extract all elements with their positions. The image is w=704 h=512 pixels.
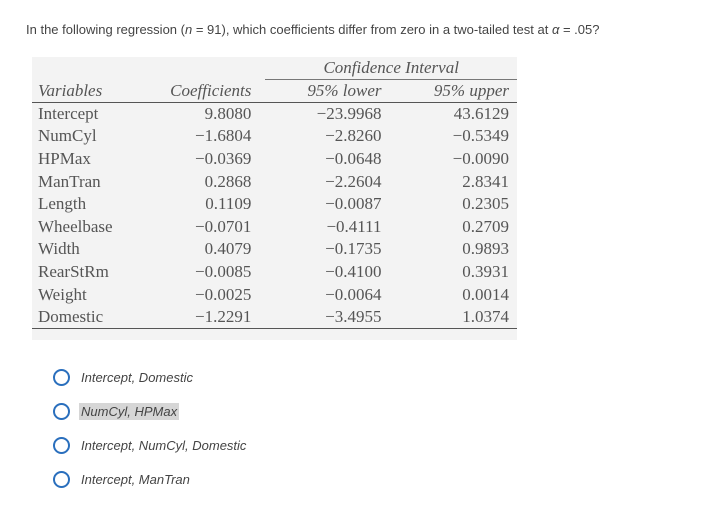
- ci-lower-value: −0.0087: [325, 194, 382, 214]
- coefficient-value: 9.8080: [204, 104, 252, 124]
- variable-name: HPMax: [38, 148, 91, 168]
- n-variable: n: [184, 22, 193, 37]
- option-label: NumCyl, HPMax: [79, 402, 180, 420]
- ci-upper-value: 0.2709: [462, 216, 509, 236]
- variable-name: Length: [38, 194, 87, 214]
- table-row: NumCyl −1.6804 −2.8260 −0.5349: [32, 125, 517, 148]
- header-variables: Variables: [32, 79, 145, 103]
- header-lower: 95% lower: [265, 79, 396, 103]
- table-row: HPMax −0.0369 −0.0648 −0.0090: [32, 148, 517, 171]
- variable-name: Weight: [38, 284, 87, 304]
- coefficient-value: −1.2291: [144, 305, 266, 329]
- ci-lower-value: −2.8260: [325, 126, 382, 146]
- variable-name: Width: [38, 239, 80, 259]
- radio-circle-icon[interactable]: [53, 368, 70, 386]
- radio-circle-icon[interactable]: [53, 470, 70, 488]
- option-4[interactable]: Intercept, ManTran: [53, 468, 192, 490]
- variable-name: Wheelbase: [38, 216, 113, 236]
- ci-upper-value: 43.6129: [453, 104, 509, 124]
- table-row: Intercept 9.8080 −23.9968 43.6129: [32, 103, 517, 126]
- table-row: RearStRm −0.0085 −0.4100 0.3931: [32, 261, 517, 284]
- table-row: Width 0.4079 −0.1735 0.9893: [32, 238, 517, 261]
- radio-circle-icon[interactable]: [53, 402, 70, 420]
- variable-name: Domestic: [32, 305, 145, 329]
- coefficient-value: 0.1109: [205, 194, 252, 214]
- question-part2: = 91), which coefficients differ from ze…: [192, 22, 552, 37]
- alpha-variable: α: [551, 22, 560, 37]
- coefficient-value: −1.6804: [195, 126, 252, 146]
- ci-lower-value: −0.0064: [325, 284, 382, 304]
- ci-upper-value: 0.3931: [462, 261, 509, 281]
- ci-lower-value: −2.2604: [325, 171, 382, 191]
- ci-upper-value: −0.0090: [452, 148, 509, 168]
- table-row: Wheelbase −0.0701 −0.4111 0.2709: [32, 215, 517, 238]
- coefficient-value: −0.0025: [195, 284, 252, 304]
- variable-name: ManTran: [38, 171, 101, 191]
- variable-name: RearStRm: [38, 261, 109, 281]
- ci-lower-value: −0.4111: [326, 216, 382, 236]
- ci-upper-value: 0.0014: [462, 284, 509, 304]
- question-part1: In the following regression (: [26, 22, 185, 37]
- radio-circle-icon[interactable]: [53, 436, 70, 454]
- ci-lower-value: −0.0648: [325, 148, 382, 168]
- ci-header: Confidence Interval: [265, 57, 517, 80]
- coefficient-value: −0.0085: [195, 261, 252, 281]
- header-upper: 95% upper: [395, 79, 517, 103]
- option-label: Intercept, ManTran: [81, 471, 190, 487]
- ci-upper-value: −0.5349: [452, 126, 509, 146]
- question-text: In the following regression (n = 91), wh…: [26, 22, 599, 37]
- table-row: Length 0.1109 −0.0087 0.2305: [32, 193, 517, 216]
- table-row: ManTran 0.2868 −2.2604 2.8341: [32, 170, 517, 193]
- coefficient-value: −0.0701: [195, 216, 252, 236]
- table-row: Weight −0.0025 −0.0064 0.0014: [32, 283, 517, 306]
- question-part3: = .05?: [559, 22, 600, 37]
- ci-lower-value: −0.4100: [325, 261, 382, 281]
- ci-upper-value: 1.0374: [395, 305, 517, 329]
- option-3[interactable]: Intercept, NumCyl, Domestic: [53, 434, 248, 456]
- variable-name: Intercept: [38, 104, 99, 124]
- coefficient-value: 0.4079: [204, 239, 252, 259]
- ci-upper-value: 2.8341: [462, 171, 509, 191]
- ci-lower-value: −23.9968: [316, 104, 382, 124]
- coefficient-value: 0.2868: [204, 171, 252, 191]
- regression-table-panel: Confidence Interval Variables Coefficien…: [32, 57, 517, 340]
- option-label: Intercept, NumCyl, Domestic: [81, 437, 247, 453]
- ci-lower-value: −3.4955: [265, 305, 396, 329]
- ci-upper-value: 0.9893: [462, 239, 509, 259]
- option-label: Intercept, Domestic: [81, 369, 193, 385]
- coefficient-value: −0.0369: [195, 148, 252, 168]
- table-row: Domestic −1.2291 −3.4955 1.0374: [32, 305, 517, 329]
- ci-upper-value: 0.2305: [462, 194, 509, 214]
- variable-name: NumCyl: [38, 126, 97, 146]
- option-2[interactable]: NumCyl, HPMax: [53, 400, 180, 422]
- ci-lower-value: −0.1735: [325, 239, 382, 259]
- header-coefficients: Coefficients: [144, 79, 266, 103]
- regression-table: Confidence Interval Variables Coefficien…: [32, 57, 517, 329]
- option-1[interactable]: Intercept, Domestic: [53, 366, 195, 388]
